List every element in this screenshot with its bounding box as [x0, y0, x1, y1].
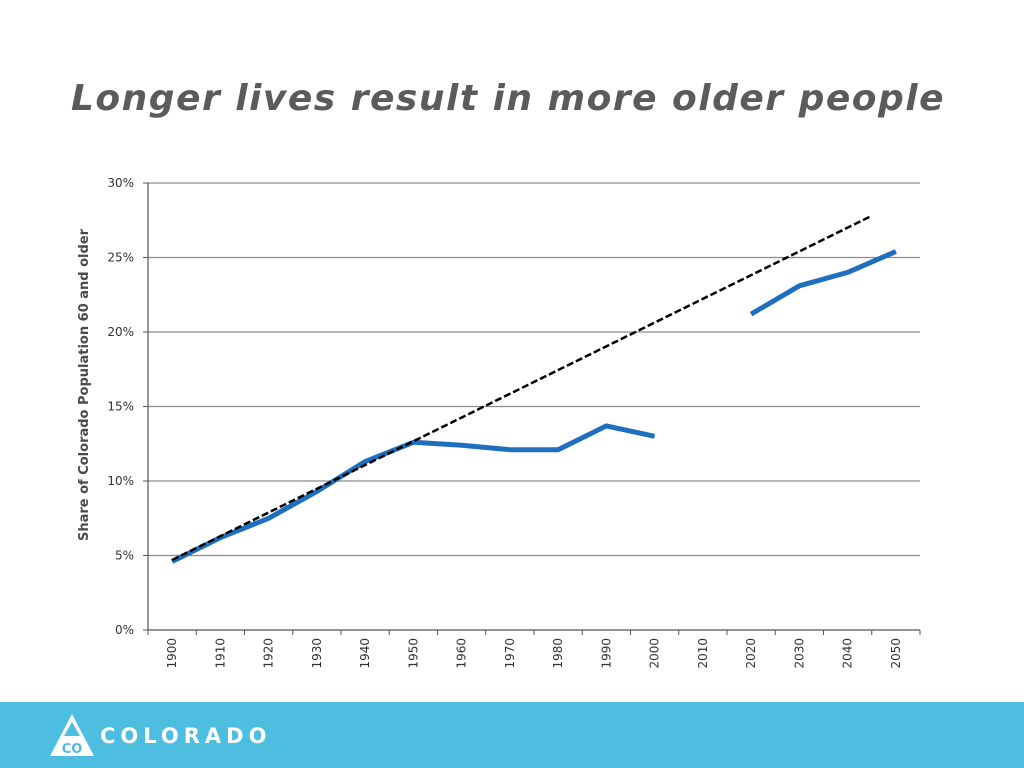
y-tick-label: 15%	[107, 400, 134, 414]
x-tick-label: 1940	[358, 638, 372, 669]
line-chart: 0% 5% 10% 15% 20% 25% 30% 1900 1910 1920 1930 1940…	[77, 176, 921, 669]
brand-name: COLORADO	[100, 724, 272, 748]
x-tick-label: 1960	[455, 638, 469, 669]
gridlines	[148, 182, 920, 557]
x-tick-label: 2010	[696, 638, 710, 669]
page-title: Longer lives result in more older people	[70, 78, 946, 119]
logo-text: CO	[62, 742, 83, 757]
x-tick-labels: 1900 1910 1920 1930 1940 1950 1960 1970 1980 1990…	[165, 638, 903, 669]
y-tick-label: 5%	[115, 549, 134, 563]
y-tick-label: 10%	[107, 474, 134, 488]
x-tick-label: 1980	[551, 638, 565, 669]
y-tick-label: 0%	[115, 623, 134, 637]
trend-line	[171, 214, 873, 562]
series-line	[170, 423, 656, 564]
x-tick-label: 1920	[262, 638, 276, 669]
y-tick-label: 30%	[107, 176, 134, 190]
x-tick-label: 2050	[889, 638, 903, 669]
y-tick-label: 25%	[107, 251, 134, 265]
colorado-logo-icon: CO	[50, 714, 94, 757]
y-axis-label: Share of Colorado Population 60 and olde…	[77, 228, 92, 541]
x-tick-label: 1930	[310, 638, 324, 669]
x-tick-label: 2020	[744, 638, 758, 669]
y-tick-label: 20%	[107, 325, 134, 339]
y-tick-labels: 0% 5% 10% 15% 20% 25% 30%	[107, 176, 134, 637]
x-tick-label: 1950	[406, 638, 420, 669]
series	[170, 214, 897, 564]
footer-bar: CO COLORADO	[0, 702, 1024, 768]
x-tick-label: 1900	[165, 638, 179, 669]
axes	[143, 182, 921, 635]
x-tick-label: 2040	[841, 638, 855, 669]
x-tick-label: 2030	[792, 638, 806, 669]
x-tick-label: 1990	[599, 638, 613, 669]
x-tick-label: 2000	[648, 638, 662, 669]
x-tick-label: 1970	[503, 638, 517, 669]
series-line	[749, 249, 897, 317]
x-tick-label: 1910	[213, 638, 227, 669]
